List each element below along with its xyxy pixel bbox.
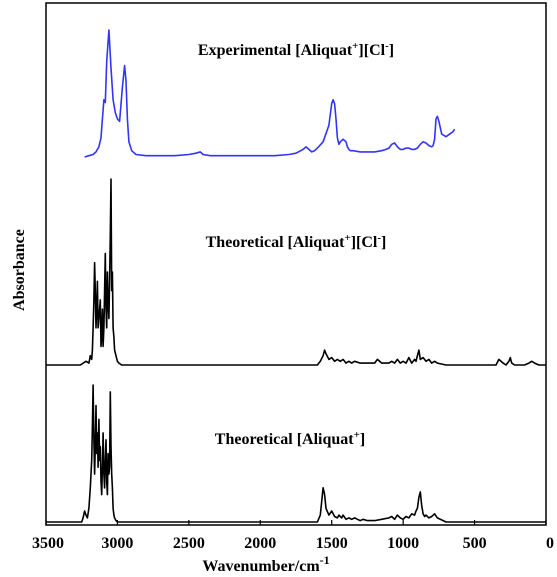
plot-frame	[45, 2, 547, 526]
series-layer	[46, 29, 546, 523]
x-tick-label-2000: 2000	[244, 535, 276, 552]
x-axis-label: Wavenumber/cm-1	[202, 553, 329, 575]
x-tick-label-500: 500	[463, 535, 487, 552]
series-label-1: Experimental [Aliquat+][Cl-]	[198, 40, 394, 59]
series-line-3	[46, 384, 546, 523]
series-label-2: Theoretical [Aliquat+][Cl-]	[206, 232, 387, 251]
x-tick-label-2500: 2500	[173, 535, 205, 552]
x-tick-label-3500: 3500	[32, 535, 64, 552]
series-label-3: Theoretical [Aliquat+]	[215, 429, 365, 448]
y-axis-label: Absorbance	[11, 229, 28, 311]
x-tick-label-1500: 1500	[316, 535, 348, 552]
x-tick-label-3000: 3000	[101, 535, 133, 552]
x-tick-label-0: 0	[546, 535, 554, 552]
x-tick-label-1000: 1000	[387, 535, 419, 552]
series-label-layer: Experimental [Aliquat+][Cl-] Theoretical …	[198, 40, 394, 448]
series-line-1	[84, 29, 456, 158]
x-axis-ticks: 3500 3000 2500 2000 1500 1000 500 0	[32, 520, 554, 552]
series-line-2	[46, 178, 546, 366]
